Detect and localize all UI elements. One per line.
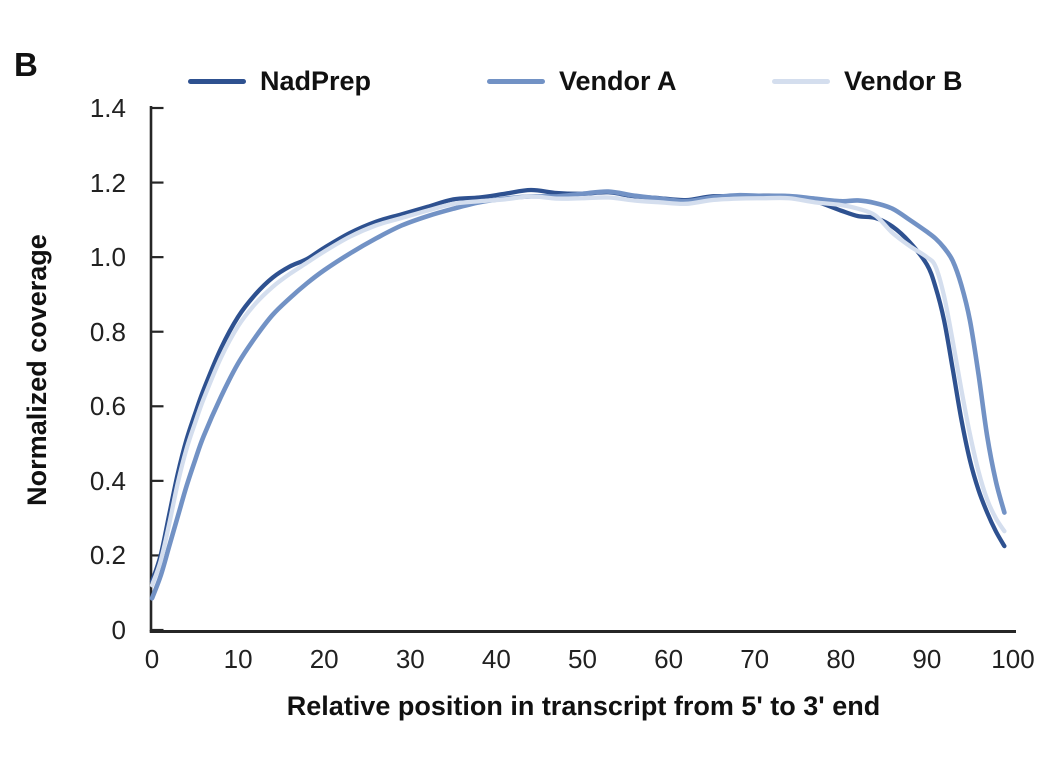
legend-item-nadprep: NadPrep: [188, 64, 371, 98]
x-tick-label: 70: [740, 644, 770, 674]
y-tick-label: 1.2: [89, 167, 126, 198]
legend-label-vendor-b: Vendor B: [844, 65, 963, 96]
x-tick-label: 20: [309, 644, 339, 674]
y-tick-label: 0.2: [89, 540, 126, 571]
vendor-a-line-swatch: [487, 78, 545, 84]
y-tick-label: 1.4: [89, 93, 126, 123]
y-tick-label: 1.0: [89, 242, 126, 273]
y-tick-label: 0.4: [89, 465, 126, 496]
x-tick-label: 0: [144, 644, 160, 674]
x-tick-label: 30: [395, 644, 425, 674]
x-axis-title: Relative position in transcript from 5' …: [286, 691, 881, 721]
x-tick-label: 100: [991, 644, 1035, 674]
vendor-b-line-swatch: [772, 78, 830, 84]
legend-item-vendor-a: Vendor A: [487, 64, 677, 98]
nadprep-line-swatch: [188, 78, 246, 84]
panel-label: B: [14, 46, 38, 83]
x-tick-label: 50: [568, 644, 597, 674]
y-tick-label: 0.6: [89, 391, 126, 422]
legend-item-vendor-b: Vendor B: [772, 64, 963, 98]
x-tick-label: 10: [223, 644, 253, 674]
x-tick-label: 80: [826, 644, 856, 674]
legend-label-nadprep: NadPrep: [260, 65, 372, 96]
y-tick-label: 0: [111, 615, 126, 645]
x-tick-label: 60: [654, 644, 684, 674]
y-axis-title: Normalized coverage: [22, 234, 52, 506]
y-tick-label: 0.8: [89, 316, 126, 347]
x-tick-label: 40: [481, 644, 511, 674]
legend-label-vendor-a: Vendor A: [559, 65, 677, 96]
x-tick-label: 90: [912, 644, 942, 674]
